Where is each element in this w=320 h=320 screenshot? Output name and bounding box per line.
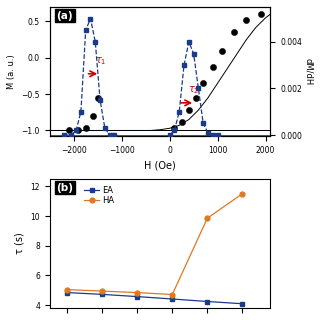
Line: HA: HA (65, 191, 245, 297)
HA (65, 288, 69, 292)
Text: $\tau_2$: $\tau_2$ (188, 84, 200, 96)
Y-axis label: dM/dH: dM/dH (304, 58, 313, 85)
HA (240, 192, 244, 196)
Text: $\tau_1$: $\tau_1$ (95, 55, 106, 67)
EA (135, 295, 139, 299)
Text: (a): (a) (56, 11, 73, 21)
Text: (b): (b) (56, 183, 73, 193)
EA (240, 302, 244, 306)
Y-axis label: τ (s): τ (s) (15, 233, 25, 254)
Line: EA: EA (65, 290, 245, 306)
EA (170, 297, 174, 301)
EA (65, 291, 69, 294)
HA (170, 292, 174, 296)
EA (100, 292, 104, 296)
HA (135, 291, 139, 294)
Y-axis label: M (a. u.): M (a. u.) (7, 54, 16, 89)
HA (100, 289, 104, 293)
Legend: EA, HA: EA, HA (83, 184, 116, 207)
X-axis label: H (Oe): H (Oe) (144, 161, 176, 171)
HA (205, 216, 209, 220)
EA (205, 300, 209, 303)
